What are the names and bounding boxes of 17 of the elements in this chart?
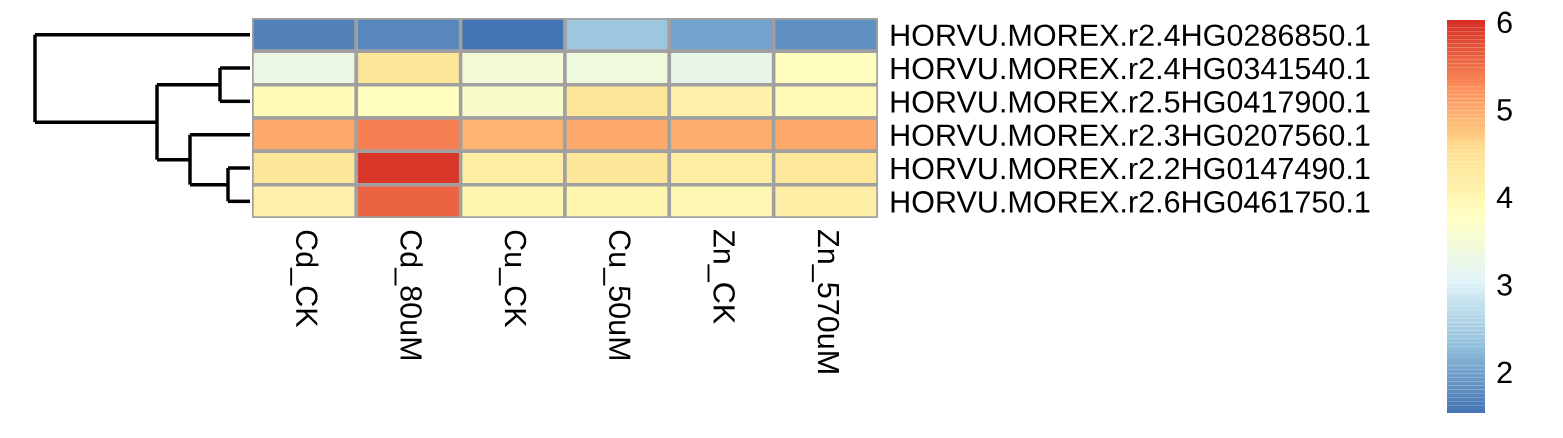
x-tick-label: Zn_CK (707, 230, 735, 324)
x-tick-label: Cd_CK (290, 230, 319, 328)
y-tick-label: HORVU.MOREX.r2.4HG0286850.1 (891, 24, 1370, 47)
x-tick-label: Cd_80uM (394, 230, 423, 360)
color-bar-label: 3 (1497, 274, 1512, 296)
y-tick-label: HORVU.MOREX.r2.6HG0461750.1 (891, 191, 1370, 213)
x-tick-label: Zn_570uM (811, 230, 840, 373)
y-tick-label: HORVU.MOREX.r2.5HG0417900.1 (891, 91, 1370, 113)
color-bar-label: 5 (1497, 99, 1512, 121)
color-bar-label: 6 (1497, 11, 1512, 34)
y-tick-label: HORVU.MOREX.r2.3HG0207560.1 (891, 124, 1370, 147)
y-tick-label: HORVU.MOREX.r2.2HG0147490.1 (891, 157, 1370, 180)
x-tick-label: Cu_50uM (603, 230, 631, 360)
y-tick-label: HORVU.MOREX.r2.4HG0341540.1 (891, 57, 1370, 80)
color-bar-label: 4 (1496, 186, 1513, 208)
color-bar-label: 2 (1497, 361, 1512, 383)
x-tick-label: Cu_CK (498, 230, 527, 328)
